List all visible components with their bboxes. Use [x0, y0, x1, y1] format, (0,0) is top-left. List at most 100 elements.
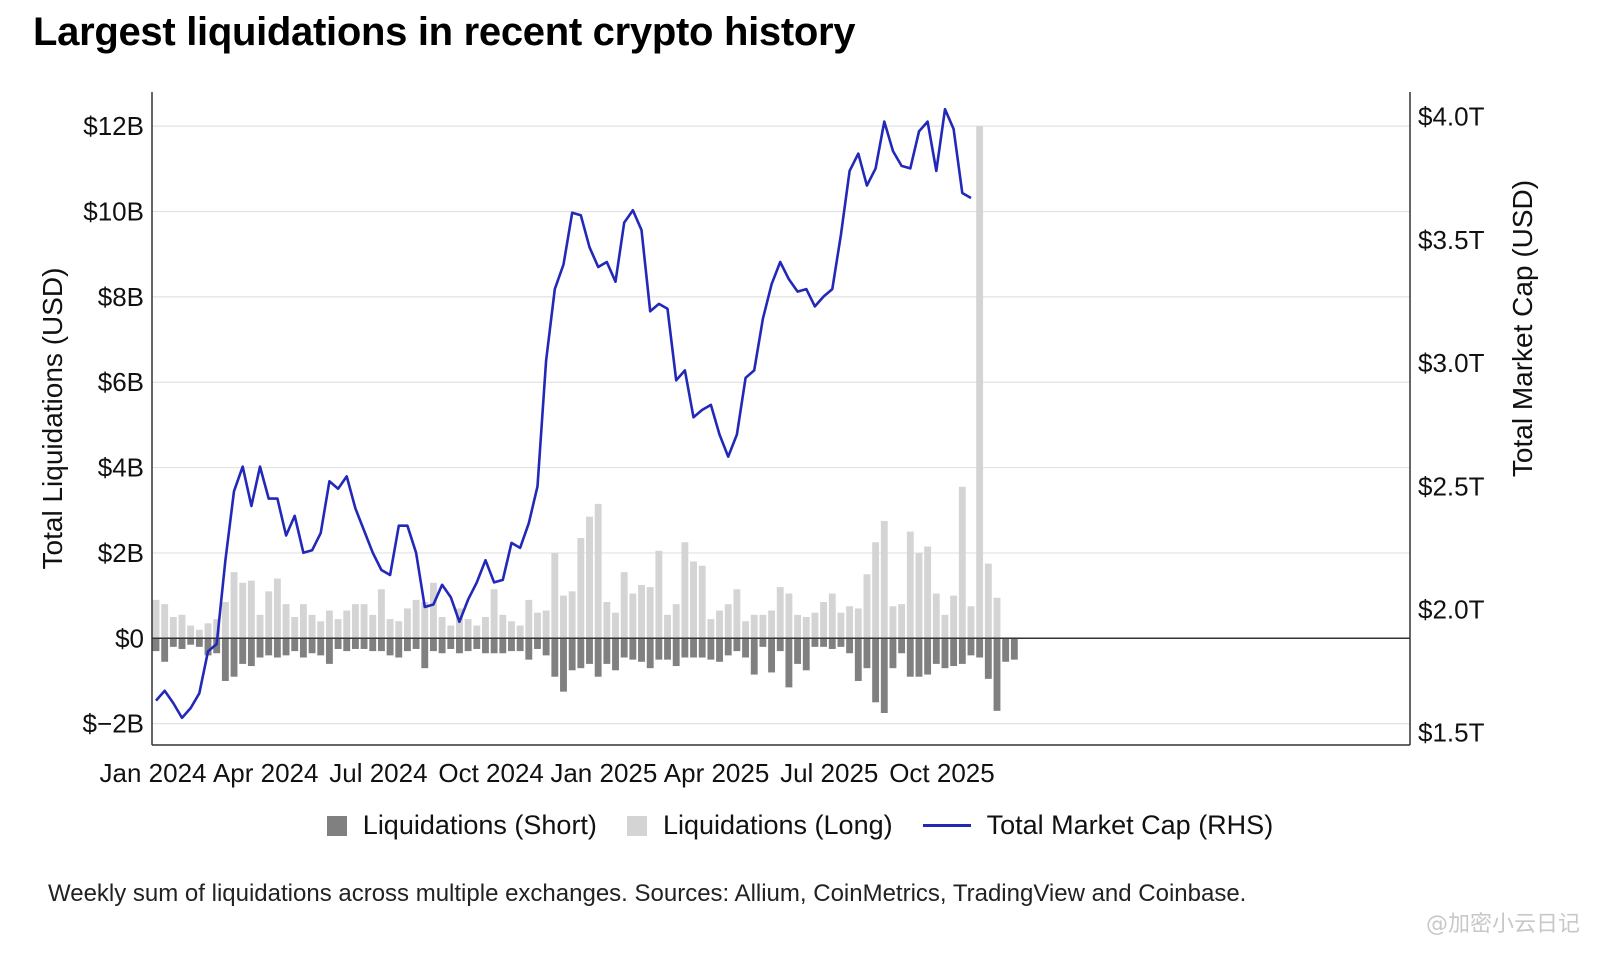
bar-short [273, 638, 281, 658]
bar-short [438, 638, 446, 654]
bar-short [1010, 638, 1018, 660]
legend-label-short: Liquidations (Short) [362, 810, 597, 840]
bar-short [646, 638, 654, 669]
bar-short [811, 638, 819, 647]
bar-long [716, 610, 723, 639]
bar-long [941, 614, 949, 639]
bar-short [750, 638, 758, 675]
bar-short [351, 638, 359, 649]
x-tick-label: Jan 2024 [100, 758, 207, 788]
bar-short [187, 638, 195, 645]
bar-short [802, 638, 810, 671]
y-left-tick-label: $10B [83, 197, 144, 227]
bar-short [776, 638, 784, 652]
bar-short [672, 638, 680, 667]
bar-long [759, 614, 767, 639]
x-tick-label: Oct 2025 [889, 758, 995, 788]
bar-short [395, 638, 403, 658]
bar-long [603, 602, 611, 639]
legend-line-market-cap [922, 824, 971, 827]
bar-short [464, 638, 472, 652]
bar-long [508, 621, 515, 639]
bar-long [360, 604, 368, 639]
bar-long [993, 597, 1001, 639]
bar-long [568, 591, 576, 639]
bar-long [169, 616, 177, 639]
bar-short [941, 638, 949, 669]
bar-long [421, 602, 429, 639]
bar-short [733, 638, 741, 652]
y-left-tick-label: $8B [98, 282, 144, 312]
bar-short [568, 638, 576, 671]
y-right-tick-label: $2.0T [1418, 594, 1485, 624]
bar-long [932, 593, 940, 639]
bar-long [612, 612, 619, 639]
bar-short [698, 638, 706, 658]
x-tick-label: Jan 2025 [550, 758, 657, 788]
bar-long [863, 574, 871, 639]
bar-short [984, 638, 992, 679]
bar-long [560, 595, 567, 639]
bar-short [308, 638, 316, 654]
bar-long [655, 550, 663, 639]
bar-long [811, 612, 819, 639]
bar-long [542, 610, 550, 639]
bar-short [473, 638, 481, 649]
bar-short [490, 638, 498, 654]
x-tick-label: Jul 2024 [329, 758, 427, 788]
x-tick-label: Apr 2025 [664, 758, 770, 788]
bar-short [846, 638, 854, 654]
bar-long [308, 614, 316, 639]
bar-long [681, 542, 689, 639]
bar-short [915, 638, 923, 677]
bar-long [984, 563, 992, 639]
bar-short [924, 638, 932, 675]
bar-long [802, 616, 810, 639]
bar-short [612, 638, 619, 671]
bar-long [247, 580, 255, 639]
bar-short [239, 638, 247, 664]
bar-short [1002, 638, 1010, 662]
bar-long [915, 552, 923, 639]
bar-short [742, 638, 749, 658]
bar-long [464, 619, 472, 639]
bar-long [646, 587, 654, 639]
bar-short [759, 638, 767, 647]
bar-short [560, 638, 567, 692]
bar-long [438, 616, 446, 639]
bar-short [889, 638, 897, 669]
bar-long [282, 604, 290, 639]
bar-short [785, 638, 793, 688]
bar-long [586, 516, 593, 639]
bar-short [282, 638, 290, 656]
bar-short [386, 638, 394, 656]
bar-short [716, 638, 723, 662]
bar-short [794, 638, 802, 664]
bar-long [794, 614, 802, 639]
bar-short [195, 638, 203, 647]
bar-long [473, 625, 481, 639]
y-right-tick-label: $3.0T [1418, 348, 1485, 378]
bar-long [377, 589, 385, 639]
bar-long [768, 610, 776, 639]
bar-short [958, 638, 966, 664]
bar-long [820, 602, 828, 639]
bar-long [221, 602, 229, 639]
bar-short [204, 638, 212, 656]
bar-long [551, 552, 559, 639]
bar-long [490, 589, 498, 639]
bar-long [395, 621, 403, 639]
bar-short [482, 638, 489, 654]
bar-short [161, 638, 169, 662]
legend-item-long: Liquidations (Long) [626, 810, 893, 841]
bar-long [386, 619, 394, 639]
bar-short [403, 638, 411, 652]
bar-short [508, 638, 515, 652]
bar-short [577, 638, 585, 669]
x-tick-label: Oct 2024 [438, 758, 544, 788]
bar-short [178, 638, 186, 649]
bar-long [976, 126, 984, 639]
bar-long [152, 599, 160, 639]
bar-short [898, 638, 906, 654]
bar-short [525, 638, 533, 660]
